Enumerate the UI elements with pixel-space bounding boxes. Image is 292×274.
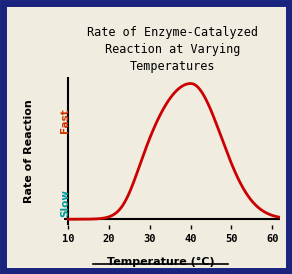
Text: Temperature (°C): Temperature (°C) <box>107 257 214 267</box>
Y-axis label: Rate of Reaction: Rate of Reaction <box>24 99 34 202</box>
Text: Fast: Fast <box>60 108 70 133</box>
Title: Rate of Enzyme-Catalyzed
Reaction at Varying
Temperatures: Rate of Enzyme-Catalyzed Reaction at Var… <box>87 26 258 73</box>
Text: Slow: Slow <box>60 189 70 217</box>
